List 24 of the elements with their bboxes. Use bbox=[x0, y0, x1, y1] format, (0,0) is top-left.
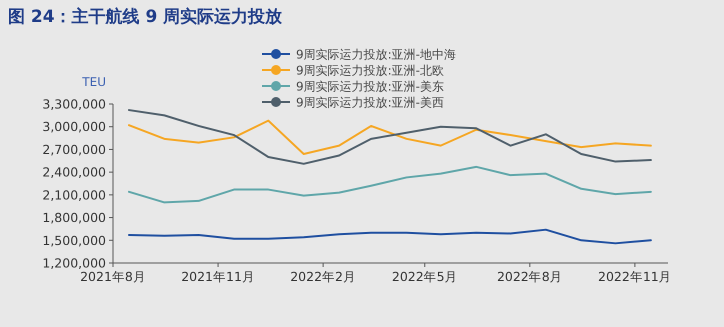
y-tick-label: 1,200,000 bbox=[42, 256, 106, 270]
y-tick-label: 2,100,000 bbox=[42, 187, 106, 202]
x-tick-label: 2022年8月 bbox=[496, 269, 563, 284]
line-series bbox=[128, 166, 652, 204]
y-axis-title: TEU bbox=[81, 75, 106, 89]
x-tick-label: 2021年11月 bbox=[181, 269, 255, 284]
legend-label: 9周实际运力投放:亚洲-北欧 bbox=[296, 64, 444, 78]
line-series bbox=[128, 228, 652, 244]
line-series bbox=[128, 109, 652, 165]
legend-label: 9周实际运力投放:亚洲-美西 bbox=[296, 96, 444, 110]
legend-label: 9周实际运力投放:亚洲-美东 bbox=[296, 80, 444, 94]
legend-label: 9周实际运力投放:亚洲-地中海 bbox=[296, 48, 456, 62]
line-series bbox=[128, 120, 652, 155]
x-tick-label: 2022年2月 bbox=[290, 269, 356, 284]
y-tick-label: 1,800,000 bbox=[42, 210, 106, 226]
y-tick-label: 3,300,000 bbox=[42, 96, 106, 112]
chart-title: 图 24：主干航线 9 周实际运力投放 bbox=[8, 7, 284, 27]
y-tick-label: 2,700,000 bbox=[42, 142, 106, 157]
x-tick-label: 2022年11月 bbox=[598, 269, 672, 284]
x-tick-label: 2021年8月 bbox=[80, 269, 146, 284]
y-tick-label: 1,500,000 bbox=[42, 232, 106, 248]
y-tick-label: 2,400,000 bbox=[42, 164, 106, 180]
x-tick-label: 2022年5月 bbox=[392, 269, 458, 284]
y-tick-label: 3,000,000 bbox=[42, 119, 106, 134]
